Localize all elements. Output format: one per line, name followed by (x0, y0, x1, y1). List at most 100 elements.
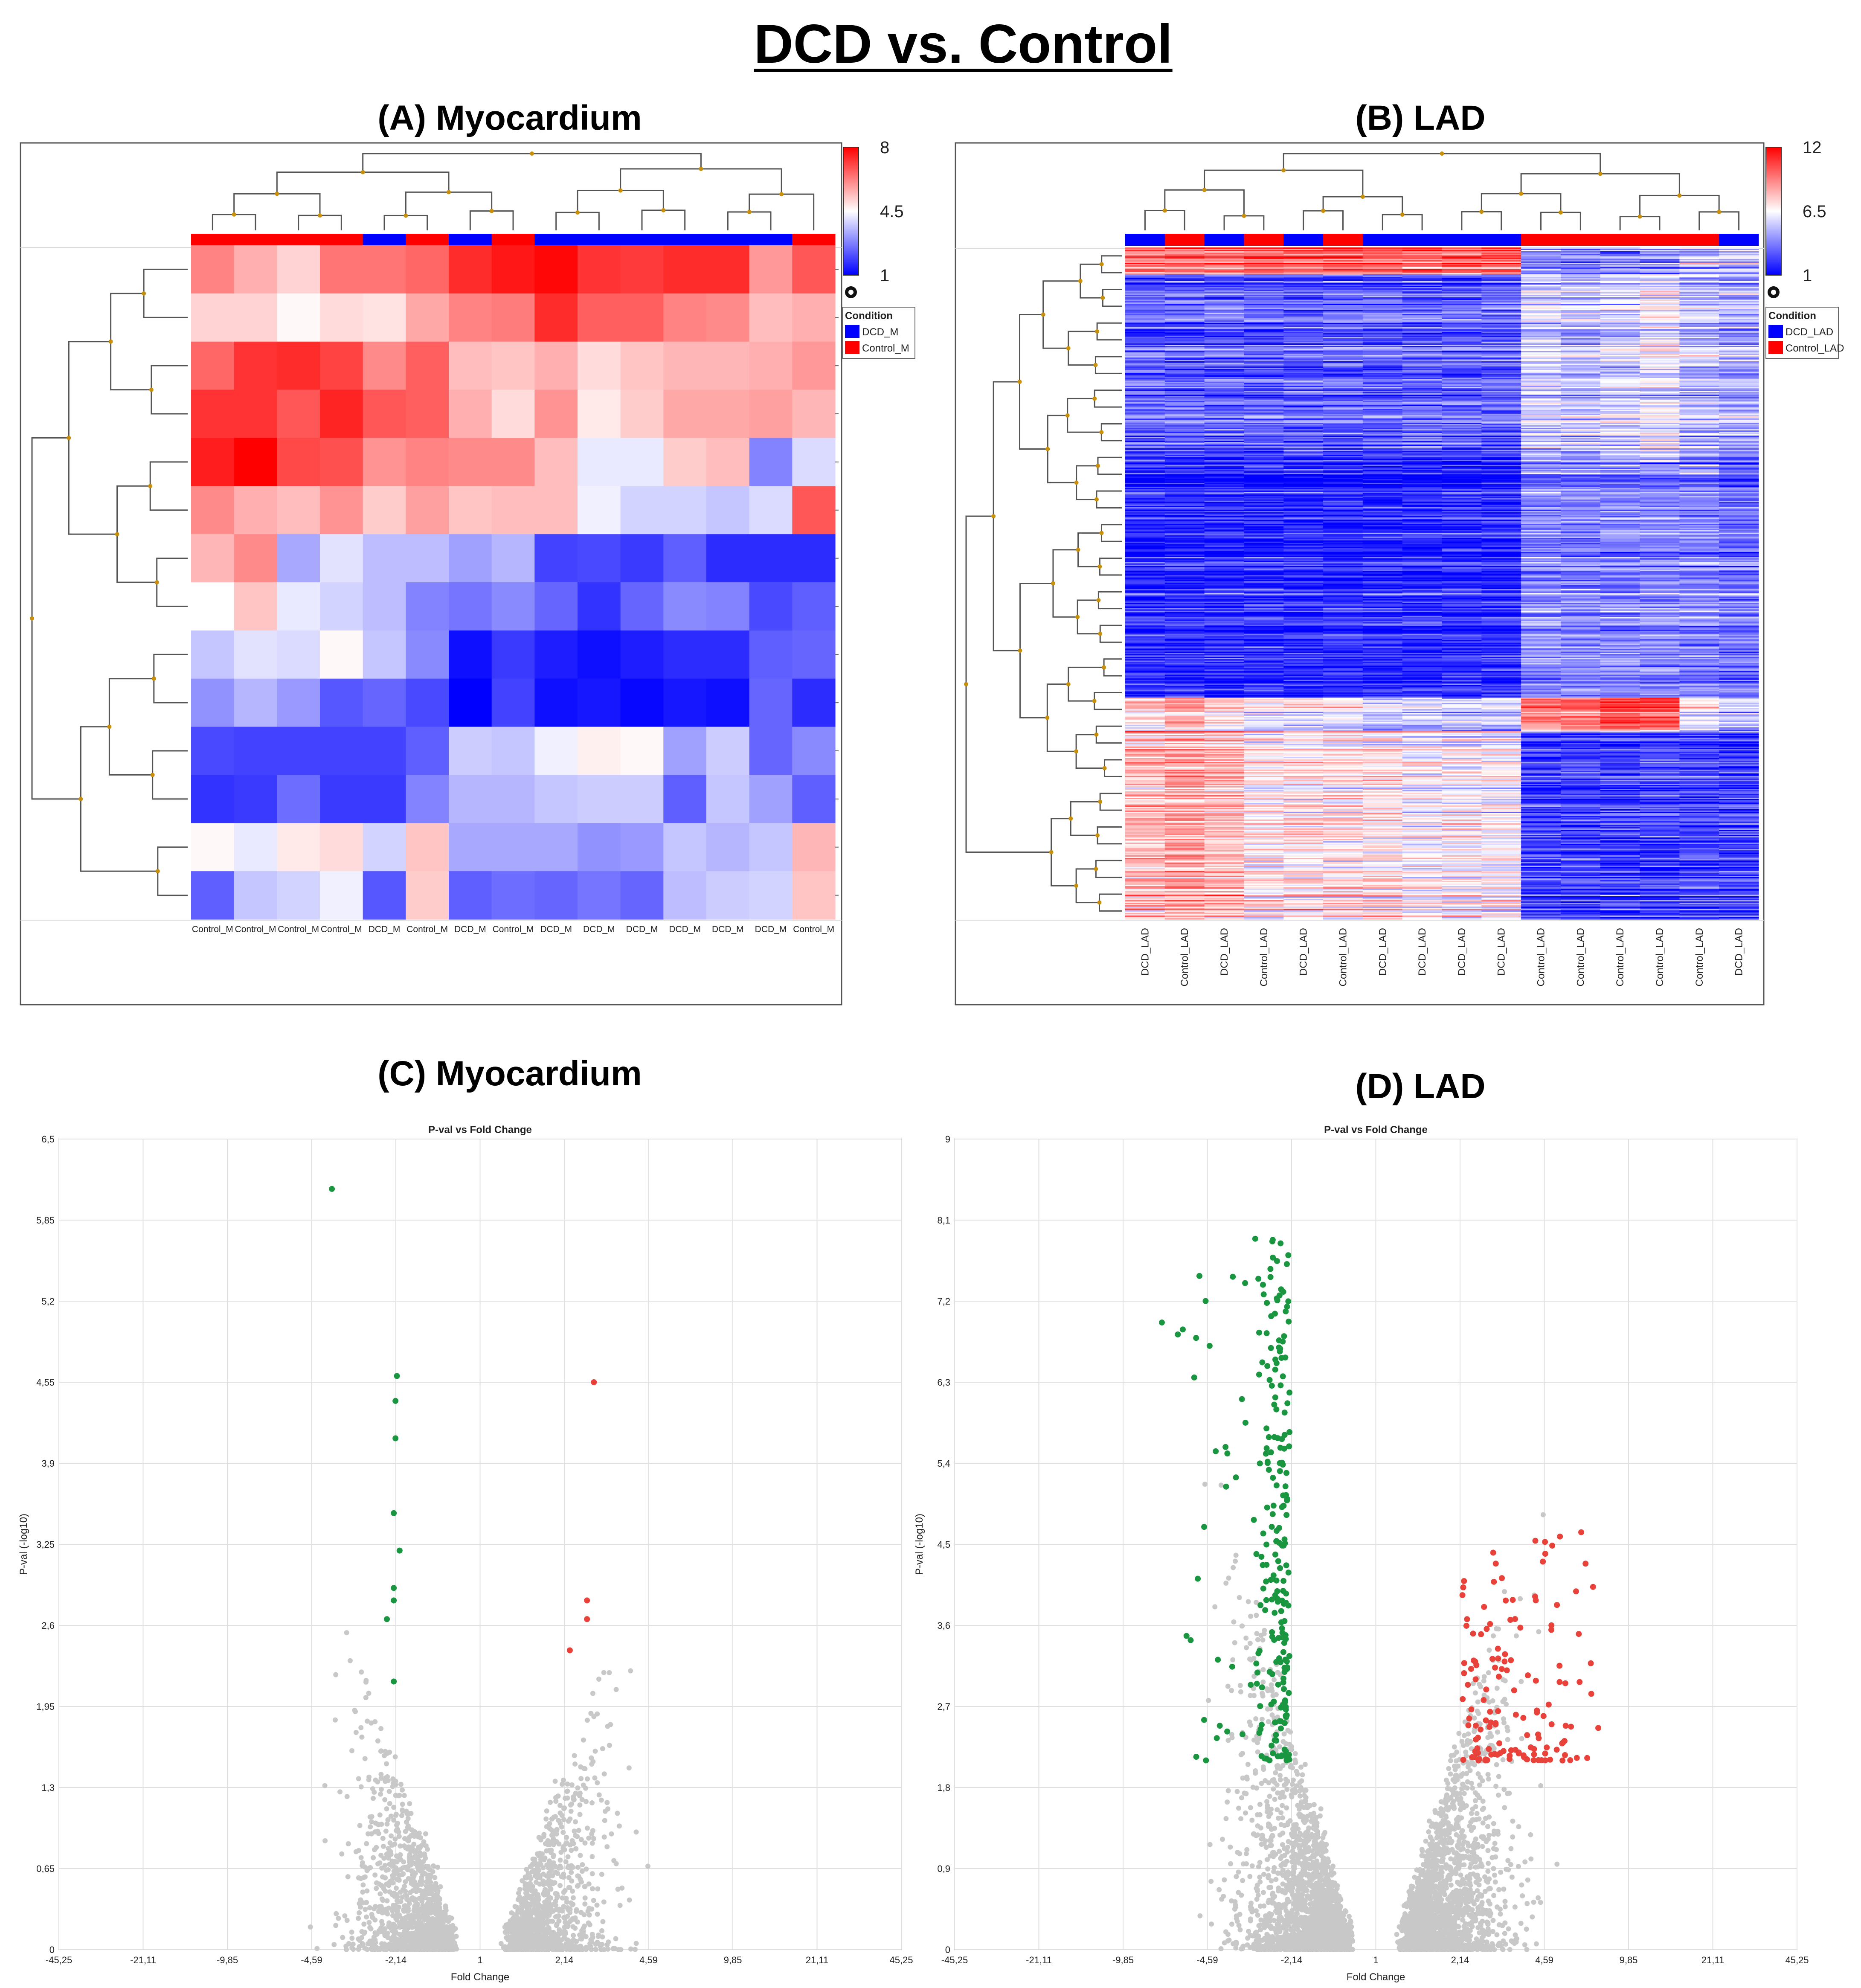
heatmap-a-cell (663, 390, 706, 438)
heatmap-a-row-dendrogram-node (67, 436, 71, 440)
heatmap-a-cell (534, 727, 578, 775)
heatmap-a-row-dendrogram-node (155, 580, 159, 584)
heatmap-a-cell (749, 438, 793, 486)
heatmap-a-cell (320, 679, 363, 727)
heatmap-a-cell (534, 631, 578, 679)
heatmap-a-cell (578, 679, 621, 727)
heatmap-a-cell (492, 871, 535, 919)
heatmap-a-cell (534, 438, 578, 486)
heatmap-a-colorbar (843, 147, 859, 275)
heatmap-a-colorbar-tick-label: 8 (880, 138, 889, 157)
heatmap-a-cell (449, 775, 492, 823)
heatmap-a-cell (492, 679, 535, 727)
heatmap-a-colorbar-tick-label: 4.5 (880, 202, 904, 221)
heatmap-a-col-dendrogram-node (447, 190, 451, 194)
heatmap-a-cell (534, 871, 578, 919)
heatmap-a-cell (663, 342, 706, 390)
heatmap-a-cell (621, 727, 664, 775)
heatmap-a-cell (749, 823, 793, 871)
heatmap-a-cell (320, 390, 363, 438)
heatmap-a-cell (749, 871, 793, 919)
heatmap-a-cell (320, 294, 363, 342)
heatmap-a-cell (706, 245, 749, 294)
heatmap-a-condition-cell (320, 234, 363, 247)
heatmap-a-column-label: DCD_M (712, 924, 744, 934)
heatmap-a-cell (706, 294, 749, 342)
heatmap-a-col-dendrogram-node (575, 210, 580, 215)
heatmap-a-cell (363, 390, 406, 438)
heatmap-a-cell (363, 342, 406, 390)
heatmap-a-cell (320, 727, 363, 775)
heatmap-a-cell (749, 679, 793, 727)
heatmap-a-cell (234, 871, 277, 919)
heatmap-b-condition-cell (1679, 234, 1719, 246)
heatmap-a-cell (578, 727, 621, 775)
heatmap-a-cell (449, 871, 492, 919)
heatmap-a-cell (492, 631, 535, 679)
heatmap-a-cell (749, 582, 793, 631)
heatmap-a-cell (578, 582, 621, 631)
heatmap-a-cell (621, 438, 664, 486)
heatmap-a-cell (277, 390, 320, 438)
heatmap-a-cell (792, 775, 835, 823)
heatmap-a-cell (578, 390, 621, 438)
heatmap-a-col-dendrogram-node (318, 213, 322, 218)
heatmap-a-cell (234, 823, 277, 871)
heatmap-a-cell (449, 679, 492, 727)
heatmap-a-cell (792, 438, 835, 486)
heatmap-a-cell (406, 871, 449, 919)
heatmap-a-cell (792, 582, 835, 631)
heatmap-a-cell (578, 294, 621, 342)
heatmap-a-cell (191, 438, 234, 486)
heatmap-a-cell (792, 390, 835, 438)
heatmap-b-condition-cell (1363, 234, 1402, 246)
heatmap-b-condition-cell (1323, 234, 1363, 246)
heatmap-a-cell (277, 486, 320, 534)
heatmap-b-condition-cell (1125, 234, 1165, 246)
heatmap-a-cell (363, 438, 406, 486)
heatmap-a-cell (363, 679, 406, 727)
heatmap-b-condition-cell (1600, 234, 1640, 246)
heatmap-a-row-dendrogram-node (115, 532, 119, 536)
heatmap-a-cell (706, 342, 749, 390)
heatmap-a-cell (492, 727, 535, 775)
heatmap-a-cell (234, 679, 277, 727)
heatmap-a-cell (449, 582, 492, 631)
heatmap-a-condition-cell (749, 234, 793, 247)
heatmap-a-cell (621, 342, 664, 390)
heatmap-a-condition-cell (277, 234, 320, 247)
heatmap-a-row-dendrogram-node (107, 725, 111, 729)
heatmap-a-row-dendrogram-node (142, 291, 146, 296)
heatmap-a-cell (578, 775, 621, 823)
heatmap-a-column-label: DCD_M (626, 924, 658, 934)
heatmap-a-col-dendrogram-node (275, 192, 279, 196)
heatmap-a-cell (792, 631, 835, 679)
heatmap-a-row-dendrogram-node (30, 616, 34, 621)
heatmap-a-cell (277, 727, 320, 775)
heatmap-a-cell (449, 727, 492, 775)
heatmap-a-cell (449, 823, 492, 871)
heatmap-a-cell (663, 438, 706, 486)
heatmap-a-row-dendrogram-node (78, 797, 83, 801)
heatmap-a-condition-cell (663, 234, 706, 247)
heatmap-a-cell (663, 486, 706, 534)
heatmap-a-condition-cell (706, 234, 749, 247)
heatmap-a-cell (406, 679, 449, 727)
heatmap-a-row-dendrogram-node (148, 484, 152, 488)
heatmap-a-column-label: Control_M (278, 924, 319, 934)
heatmap-a-cell (621, 245, 664, 294)
heatmap-a-cell (706, 390, 749, 438)
heatmap-a-cell (792, 823, 835, 871)
heatmap-a-cell (621, 871, 664, 919)
heatmap-a-cell (621, 631, 664, 679)
heatmap-a-column-label: DCD_M (454, 924, 486, 934)
heatmap-a-cell (492, 534, 535, 582)
heatmap-a-cell (277, 294, 320, 342)
heatmap-a-cell (492, 486, 535, 534)
heatmap-a-cell (320, 823, 363, 871)
heatmap-a-cell (449, 631, 492, 679)
heatmap-a-cell (363, 294, 406, 342)
heatmap-a-cell (706, 775, 749, 823)
heatmap-a-cell (449, 342, 492, 390)
heatmap-a-cell (406, 390, 449, 438)
